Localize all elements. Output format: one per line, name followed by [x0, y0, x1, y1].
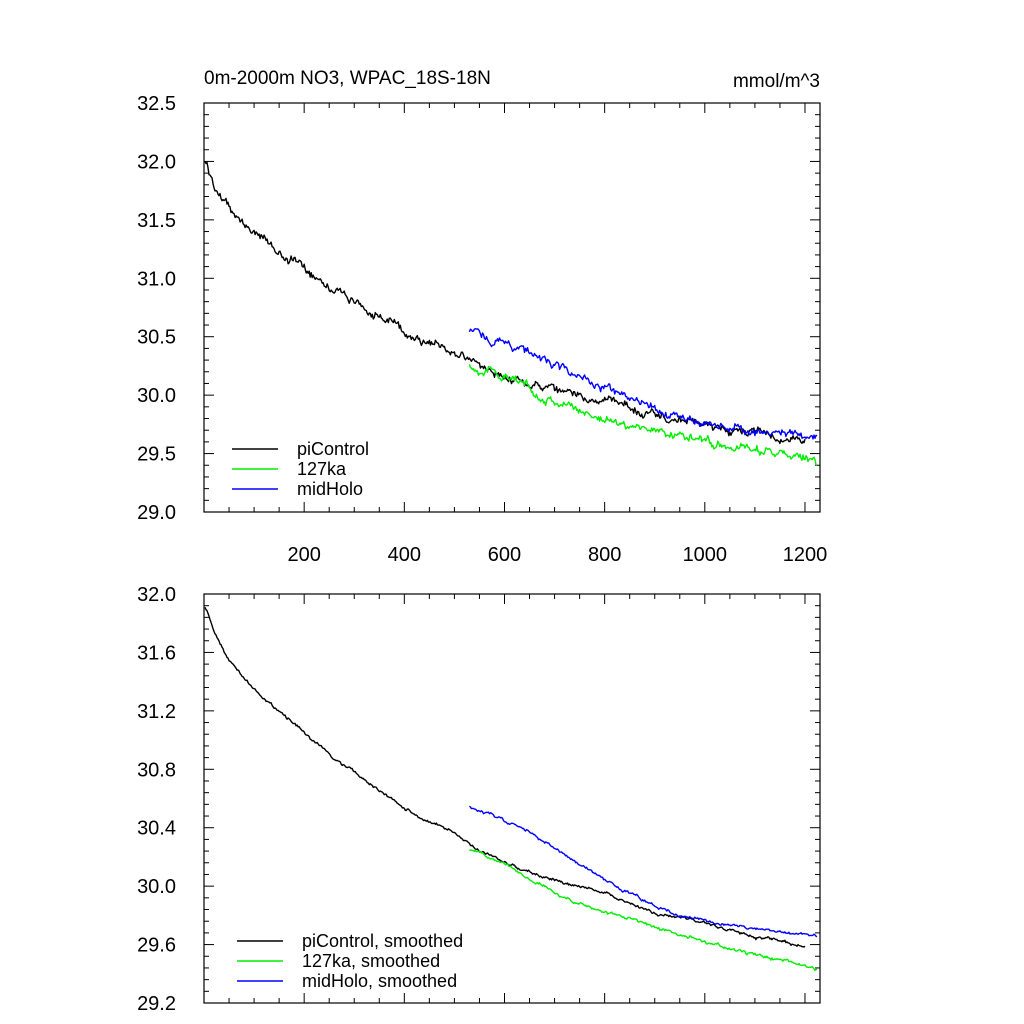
legend-label: 127ka, smoothed [302, 951, 440, 971]
x-tick-label: 1200 [783, 544, 828, 566]
legend-label: midHolo [297, 479, 363, 499]
legend-label: midHolo, smoothed [302, 971, 457, 991]
y-tick-label: 29.0 [137, 502, 176, 524]
series-line-127ka [468, 364, 818, 466]
y-tick-label: 31.2 [137, 701, 176, 723]
y-tick-label: 31.0 [137, 268, 176, 290]
chart-panel-1: 200 400 600 800 1000 1200 29.0 29.5 30.0 30.5 31.0… [137, 93, 827, 566]
legend-label: 127ka [297, 459, 347, 479]
series-line-midholo-smoothed [468, 805, 818, 938]
legend-label: piControl, smoothed [302, 931, 463, 951]
chart-units: mmol/m^3 [733, 71, 820, 92]
y-tick-label: 32.0 [137, 151, 176, 173]
y-tick-label: 32.5 [137, 93, 176, 115]
chart-title: 0m-2000m NO3, WPAC_18S-18N [204, 68, 491, 89]
y-tick-label: 29.6 [137, 935, 176, 957]
y-tick-label: 32.0 [137, 584, 176, 606]
plot-frame [203, 102, 821, 513]
y-tick-label: 29.2 [137, 993, 176, 1015]
y-tick-label: 31.5 [137, 210, 176, 232]
plot-frame [203, 593, 821, 1004]
y-tick-label: 30.4 [137, 818, 176, 840]
y-tick-label: 29.5 [137, 444, 176, 466]
series-line-127ka-smoothed [469, 849, 818, 972]
chart-panel-2: 29.2 29.6 30.0 30.4 30.8 31.2 31.6 32.0 piContro… [137, 584, 821, 1015]
series-line-midholo [468, 328, 818, 440]
x-tick-label: 1000 [683, 544, 728, 566]
y-tick-label: 30.8 [137, 759, 176, 781]
series-line-picontrol [204, 161, 806, 445]
y-tick-label: 31.6 [137, 642, 176, 664]
y-tick-label: 30.0 [137, 385, 176, 407]
y-tick-label: 30.0 [137, 876, 176, 898]
y-tick-label: 30.5 [137, 327, 176, 349]
legend-label: piControl [297, 439, 369, 459]
x-tick-label: 400 [388, 544, 421, 566]
x-tick-label: 200 [287, 544, 320, 566]
x-tick-label: 600 [488, 544, 521, 566]
x-tick-label: 800 [588, 544, 621, 566]
series-line-picontrol-smoothed [204, 606, 806, 948]
